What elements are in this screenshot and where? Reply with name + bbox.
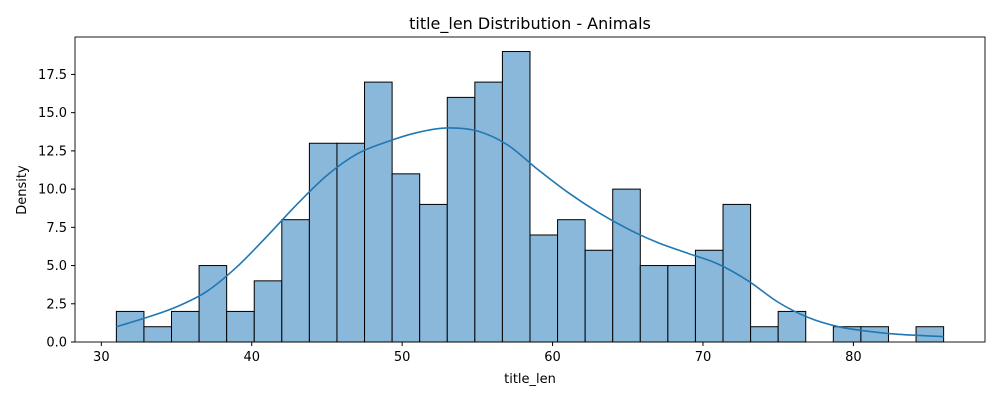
histogram-bar	[557, 219, 586, 343]
histogram-bar	[336, 142, 366, 343]
histogram-bar	[446, 96, 476, 343]
y-tick-label: 7.5	[46, 221, 67, 236]
histogram-bar	[860, 326, 889, 343]
histogram-bar	[474, 81, 503, 343]
y-tick-label: 10.0	[38, 183, 67, 198]
x-ticks: 30 40 50 60 70 80	[93, 342, 862, 365]
histogram-bar	[419, 203, 448, 343]
histogram-bar	[364, 81, 393, 343]
y-tick-label: 12.5	[38, 144, 67, 159]
histogram-bar	[143, 326, 173, 343]
bars-group	[115, 51, 945, 343]
histogram-bar	[667, 265, 696, 343]
y-tick-label: 5.0	[46, 259, 67, 274]
x-tick-label: 70	[695, 350, 712, 365]
histogram-bar	[639, 265, 669, 343]
histogram-bar	[171, 310, 200, 343]
histogram-bar	[584, 249, 614, 343]
x-tick-label: 40	[243, 350, 260, 365]
histogram-bar	[750, 326, 779, 343]
histogram-bar	[115, 310, 145, 343]
chart-title: title_len Distribution - Animals	[409, 14, 651, 34]
histogram-bar	[253, 280, 283, 343]
x-axis-label: title_len	[504, 372, 556, 387]
histogram-bar	[777, 310, 807, 343]
histogram-bar	[308, 142, 338, 343]
y-tick-label: 0.0	[46, 336, 67, 351]
y-tick-label: 17.5	[38, 68, 67, 83]
histogram-bar	[612, 188, 641, 343]
x-tick-label: 60	[544, 350, 561, 365]
histogram-bar	[226, 310, 255, 343]
y-tick-label: 15.0	[38, 106, 67, 121]
histogram-bar	[694, 249, 724, 343]
histogram-bar	[281, 219, 310, 343]
histogram-bar	[198, 265, 228, 343]
histogram-bar	[529, 234, 559, 343]
histogram-bar	[391, 173, 421, 343]
y-tick-label: 2.5	[46, 297, 67, 312]
y-axis-label: Density	[15, 165, 30, 215]
y-ticks: 0.0 2.5 5.0 7.5 10.0 12.5 15.0 17.5	[38, 68, 75, 351]
histogram-bar	[915, 326, 945, 343]
kde-line	[116, 127, 944, 338]
plot-frame	[74, 36, 986, 343]
x-tick-label: 30	[93, 350, 110, 365]
x-tick-label: 80	[845, 350, 862, 365]
histogram-bar	[501, 51, 531, 343]
x-tick-label: 50	[394, 350, 411, 365]
